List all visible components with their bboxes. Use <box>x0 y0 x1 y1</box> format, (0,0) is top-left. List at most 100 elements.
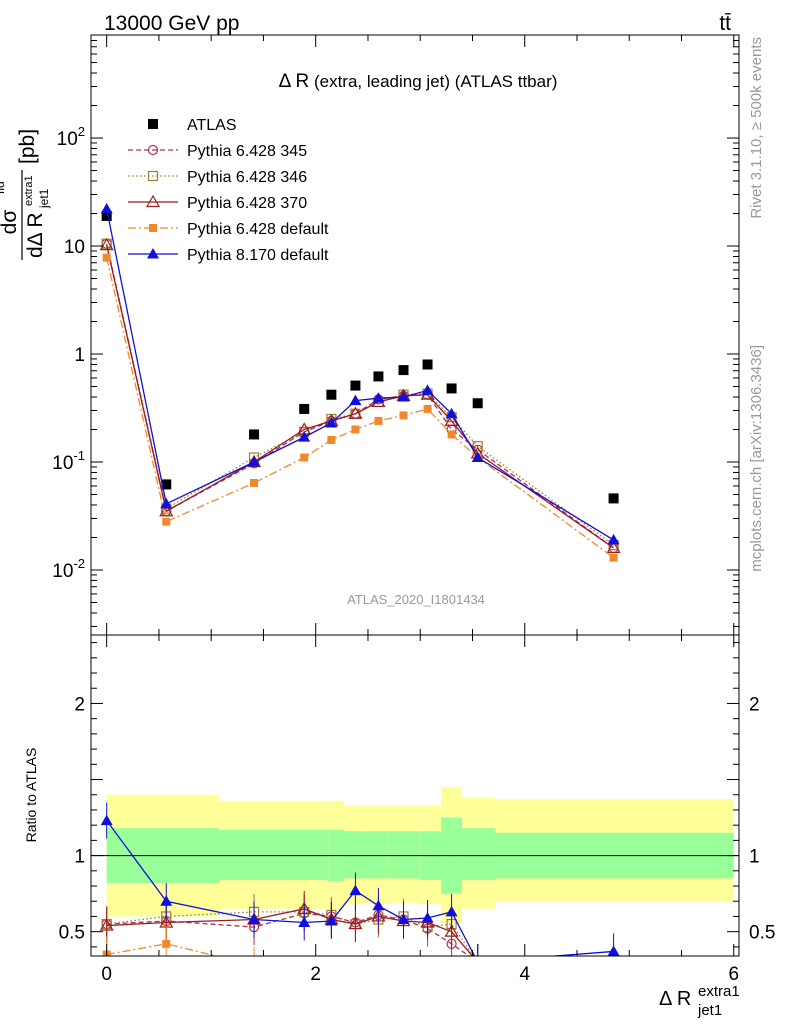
point-pythia-6-428-default <box>351 425 360 434</box>
point-pythia-8-170-default <box>471 451 484 463</box>
tick-base: 10 <box>52 561 73 582</box>
tick-base: 10 <box>57 129 78 150</box>
ratio-point-pythia-6-428-346 <box>473 958 482 967</box>
series-line-pythia-6-428-346 <box>106 243 614 546</box>
point-atlas <box>472 398 483 409</box>
point-pythia-8-170-default <box>607 533 620 545</box>
ratio-point-pythia-8-170-default <box>472 956 484 967</box>
x-tick-label: 4 <box>519 964 530 985</box>
y-tick-label-ratio: 2 <box>74 694 85 715</box>
legend-marker-pythia-6-428-346 <box>147 170 159 182</box>
ratio-point-pythia-8-170-default <box>607 945 620 956</box>
point-pythia-8-170-default <box>397 390 410 402</box>
x-tick-label: 2 <box>310 964 321 985</box>
point-atlas <box>249 429 260 440</box>
band-inner <box>219 829 329 880</box>
point-pythia-8-170-default <box>100 203 113 214</box>
ratio-point-pythia-8-170-default <box>100 814 113 826</box>
tick-exp: -2 <box>73 556 85 571</box>
ratio-point-pythia-8-170-default <box>325 915 338 926</box>
energy-label: 13000 GeV pp <box>104 12 239 35</box>
point-pythia-6-428-default <box>327 435 336 444</box>
y-tick-label-ratio: 1 <box>74 847 85 868</box>
point-pythia-8-170-default <box>325 416 338 428</box>
point-pythia-8-170-default <box>372 392 385 403</box>
tick-exp: -1 <box>73 448 85 463</box>
y-tick-label-ratio-right: 1 <box>749 847 760 868</box>
series-line-pythia-6-428-345 <box>106 243 614 549</box>
point-pythia-6-428-370 <box>99 237 114 251</box>
point-pythia-6-428-370 <box>444 413 459 427</box>
legend-label-atlas: ATLAS <box>187 117 237 134</box>
analysis-watermark: ATLAS_2020_I1801434 <box>347 592 485 607</box>
legend-label-pythia-6-428-370: Pythia 6.428 370 <box>187 195 307 212</box>
series-line-pythia-6-428-370 <box>106 244 614 549</box>
point-pythia-6-428-370 <box>606 540 621 554</box>
y-tick-label-main: 10 <box>64 237 85 258</box>
point-atlas <box>608 493 619 504</box>
legend-marker-pythia-6-428-default <box>149 224 157 232</box>
series-line-pythia-8-170-default <box>106 208 614 541</box>
point-pythia-6-428-370 <box>348 406 363 419</box>
x-tick-label: 6 <box>728 964 739 985</box>
ratio-line-pythia-6-428-default <box>106 943 220 956</box>
point-pythia-8-170-default <box>298 431 311 442</box>
ratio-point-pythia-6-428-default <box>162 939 171 948</box>
y-label-unit: [pb] <box>16 129 39 164</box>
legend-label-pythia-6-428-345: Pythia 6.428 345 <box>187 143 307 160</box>
point-pythia-6-428-default <box>609 553 618 562</box>
y-tick-label-main: 1 <box>74 345 85 366</box>
legend: ATLAS Pythia 6.428 345 Pythia 6.428 346 Pyt… <box>128 117 329 264</box>
ratio-point-pythia-6-428-370 <box>444 924 459 937</box>
legend-marker-pythia-6-428-370 <box>145 194 161 208</box>
ratio-point-pythia-6-428-370 <box>99 918 114 931</box>
y-tick-label-ratio-right: 0.5 <box>749 923 775 944</box>
ratio-point-pythia-8-170-default <box>445 905 458 917</box>
mcplots-label: mcplots.cern.ch [arXiv:1306.3436] <box>748 345 765 572</box>
x-axis-label: Δ R extra1 jet1 <box>659 983 740 1019</box>
legend-label-pythia-6-428-default: Pythia 6.428 default <box>187 221 329 238</box>
legend-marker-atlas <box>148 119 158 129</box>
x-label-main: Δ R <box>659 988 691 1010</box>
series-line-pythia-6-428-default <box>106 257 614 559</box>
point-atlas <box>299 403 310 414</box>
main-title: Δ R (extra, leading jet) (ATLAS ttbar) <box>279 71 558 92</box>
tick-base: 10 <box>52 453 73 474</box>
ratio-ticks: 0.5 0.5 1 1 2 2 0 2 4 6 <box>59 635 775 985</box>
point-pythia-6-428-default <box>102 253 111 262</box>
point-pythia-8-170-default <box>248 456 261 467</box>
ratio-point-pythia-8-170-default <box>298 916 311 928</box>
main-marks <box>99 203 621 562</box>
point-pythia-6-428-default <box>447 430 456 439</box>
rivet-label: Rivet 3.1.10, ≥ 500k events <box>748 37 765 219</box>
ratio-point-pythia-8-170-default <box>160 895 173 906</box>
ratio-point-pythia-6-428-345 <box>473 958 482 967</box>
point-atlas <box>398 365 409 376</box>
band-inner <box>462 828 496 880</box>
point-atlas <box>101 210 112 221</box>
uncertainty-bands <box>91 787 739 925</box>
ratio-point-pythia-8-170-default <box>397 913 410 924</box>
point-atlas <box>422 359 433 370</box>
y-tick-label-main: 10-1 <box>52 448 85 474</box>
ratio-frame <box>90 634 740 957</box>
point-pythia-8-170-default <box>421 384 434 395</box>
ratio-point-pythia-8-170-default <box>349 884 362 896</box>
ratio-point-pythia-8-170-default <box>421 911 434 923</box>
point-atlas <box>326 389 337 400</box>
y-tick-label-main: 10-2 <box>52 556 85 582</box>
legend-label-pythia-6-428-346: Pythia 6.428 346 <box>187 169 307 186</box>
ratio-point-pythia-8-170-default <box>248 913 261 924</box>
y-label-sup: fid <box>0 181 7 194</box>
band-inner <box>343 831 368 879</box>
legend-marker-pythia-6-428-345 <box>147 144 159 156</box>
point-pythia-6-428-default <box>374 416 383 425</box>
y-tick-label-ratio: 0.5 <box>59 923 85 944</box>
point-pythia-6-428-default <box>423 404 432 413</box>
point-pythia-8-170-default <box>160 497 173 509</box>
point-pythia-8-170-default <box>349 394 362 406</box>
point-pythia-8-170-default <box>445 407 458 419</box>
